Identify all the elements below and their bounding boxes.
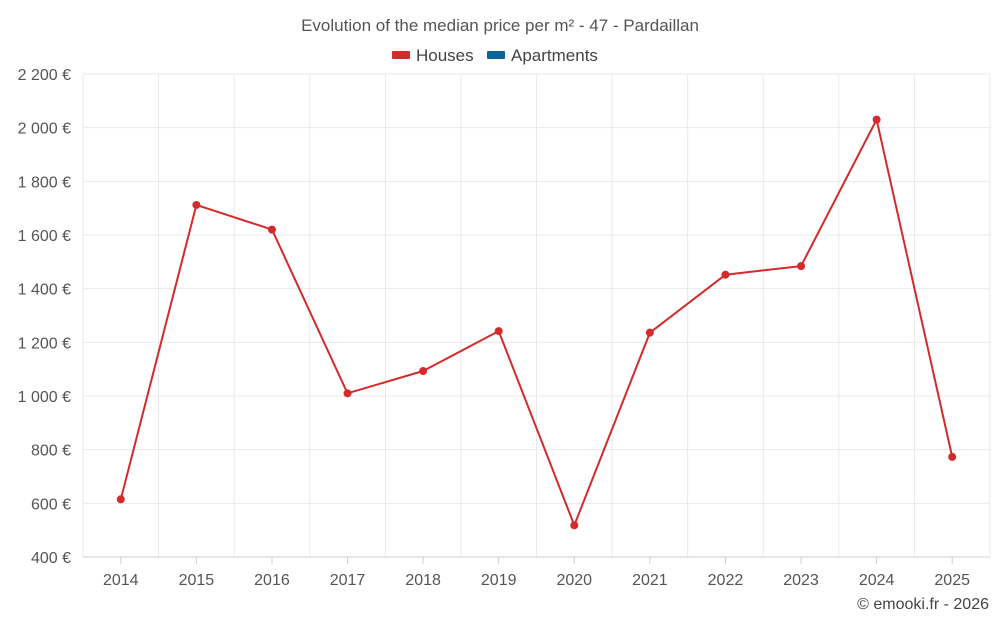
x-tick-label: 2019 — [481, 572, 517, 589]
x-tick-label: 2018 — [405, 572, 441, 589]
legend-swatch-apartments — [487, 51, 505, 59]
y-tick-label: 1 200 € — [18, 335, 71, 352]
data-point-2022[interactable] — [721, 270, 730, 279]
y-tick-label: 2 000 € — [18, 121, 71, 138]
data-point-2014[interactable] — [116, 495, 125, 504]
data-point-2024[interactable] — [872, 115, 881, 124]
x-tick-label: 2016 — [254, 572, 290, 589]
x-tick-label: 2015 — [179, 572, 215, 589]
credit-text: © emooki.fr - 2026 — [857, 596, 989, 613]
data-point-2015[interactable] — [192, 200, 201, 209]
data-point-2023[interactable] — [797, 262, 806, 271]
legend-label-houses: Houses — [416, 46, 474, 65]
x-tick-label: 2021 — [632, 572, 668, 589]
y-tick-label: 1 400 € — [18, 282, 71, 299]
data-point-2019[interactable] — [494, 327, 503, 336]
data-point-2025[interactable] — [948, 452, 957, 461]
y-tick-label: 800 € — [31, 443, 71, 460]
data-point-2017[interactable] — [343, 389, 352, 398]
x-tick-label: 2023 — [783, 572, 819, 589]
y-tick-label: 600 € — [31, 496, 71, 513]
legend-swatch-houses — [392, 51, 410, 59]
data-point-2020[interactable] — [570, 521, 579, 530]
y-tick-label: 1 600 € — [18, 228, 71, 245]
legend-item-houses[interactable]: Houses — [392, 46, 474, 65]
y-tick-label: 1 000 € — [18, 389, 71, 406]
y-tick-label: 2 200 € — [18, 67, 71, 84]
legend: Houses Apartments — [392, 46, 598, 65]
legend-label-apartments: Apartments — [511, 46, 598, 65]
chart-title: Evolution of the median price per m² - 4… — [301, 16, 699, 35]
legend-item-apartments[interactable]: Apartments — [487, 46, 598, 65]
data-point-2016[interactable] — [267, 225, 276, 234]
y-tick-label: 400 € — [31, 550, 71, 567]
y-tick-label: 1 800 € — [18, 174, 71, 191]
series-line-houses — [119, 118, 954, 527]
grid — [82, 73, 991, 557]
x-tick-label: 2020 — [556, 572, 592, 589]
x-tick-label: 2017 — [330, 572, 366, 589]
x-tick-label: 2024 — [859, 572, 895, 589]
x-axis: 2014 2015 2016 2017 2018 2019 2020 2021 2022 2023… — [83, 556, 990, 589]
data-point-2018[interactable] — [419, 367, 428, 376]
data-point-2021[interactable] — [645, 328, 654, 337]
x-tick-label: 2022 — [708, 572, 744, 589]
x-tick-label: 2025 — [934, 572, 970, 589]
series-houses — [116, 115, 957, 530]
x-tick-label: 2014 — [103, 572, 139, 589]
y-axis: 400 € 600 € 800 € 1 000 € 1 200 € 1 400 € 1 60… — [18, 67, 71, 567]
